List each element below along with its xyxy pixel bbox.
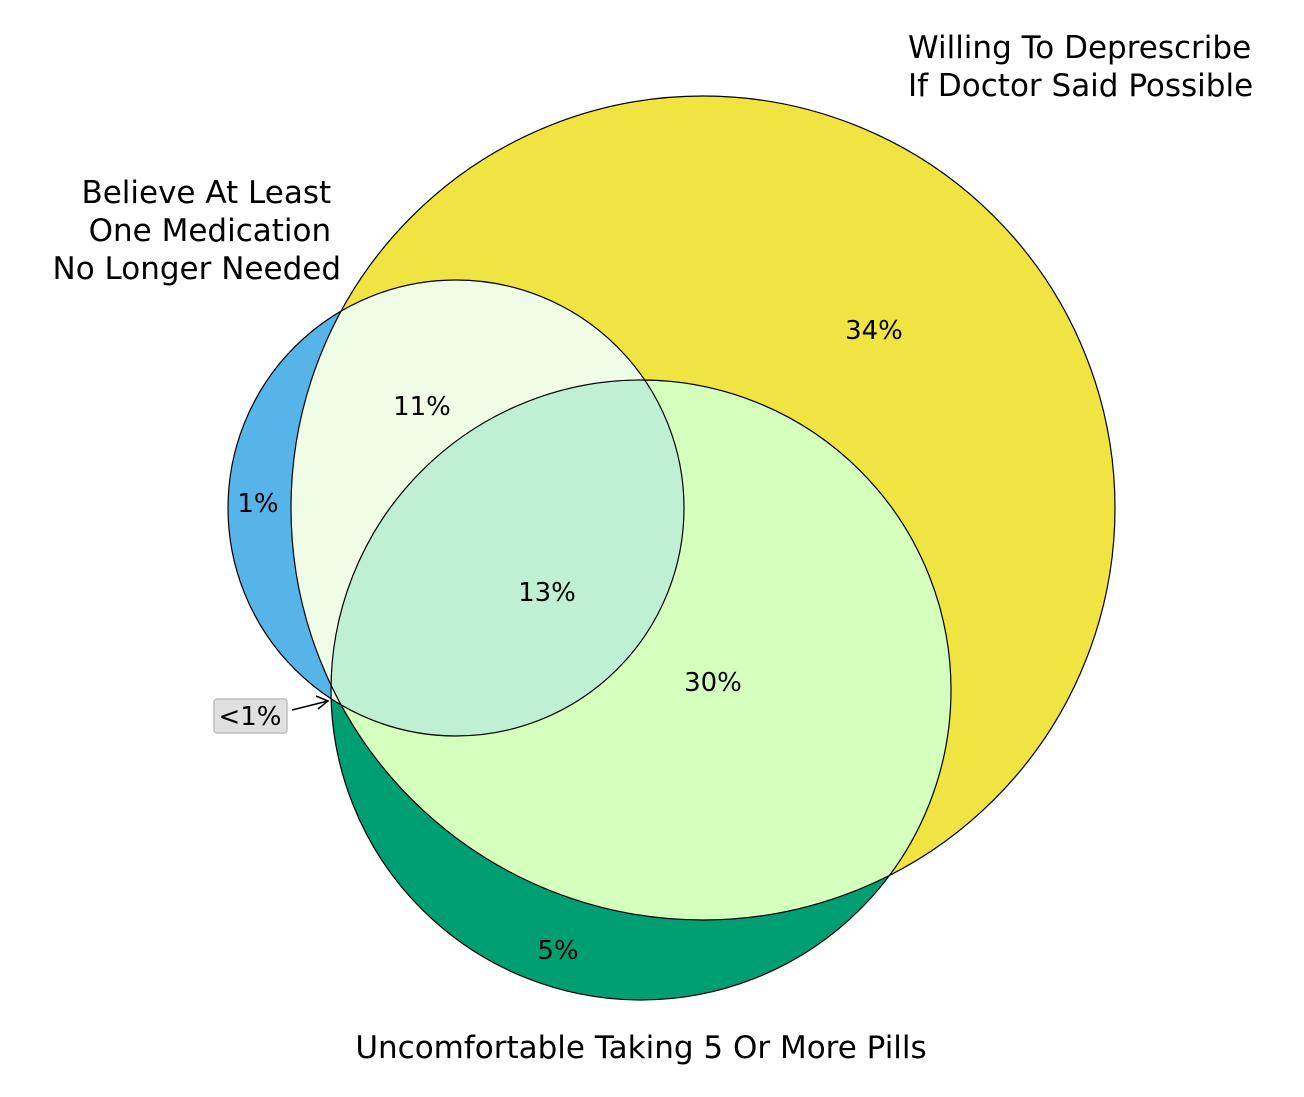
callout-arrow-line <box>291 700 329 711</box>
set-label-believe: Believe At Least One Medication No Longe… <box>53 175 341 287</box>
set-label-believe-line-1: Believe At Least <box>81 175 331 211</box>
callout-believe-and-uncomfortable: <1% <box>213 695 330 734</box>
region-label-willing-and-uncomfortable: 30% <box>684 668 742 698</box>
region-label-believe-only: 1% <box>237 489 278 519</box>
outline-uncomfortable <box>330 379 952 1001</box>
set-label-willing: Willing To Deprescribe If Doctor Said Po… <box>908 30 1261 104</box>
set-label-believe-line-3: No Longer Needed <box>53 251 341 287</box>
region-label-willing-only: 34% <box>845 316 903 346</box>
region-label-all-three: 13% <box>518 578 576 608</box>
callout-arrow-head-icon <box>315 695 330 710</box>
region-label-uncomfortable-only: 5% <box>537 936 578 966</box>
set-label-uncomfortable: Uncomfortable Taking 5 Or More Pills <box>355 1030 926 1066</box>
set-label-believe-line-2: One Medication <box>89 213 332 249</box>
region-label-believe-and-uncomfortable: <1% <box>218 702 281 732</box>
callout-box <box>213 698 288 734</box>
set-label-willing-line-2: If Doctor Said Possible <box>908 68 1253 104</box>
set-label-willing-line-1: Willing To Deprescribe <box>908 30 1251 66</box>
region-label-believe-and-willing: 11% <box>393 392 451 422</box>
outline-willing <box>290 95 1116 921</box>
outline-believe <box>227 279 685 737</box>
